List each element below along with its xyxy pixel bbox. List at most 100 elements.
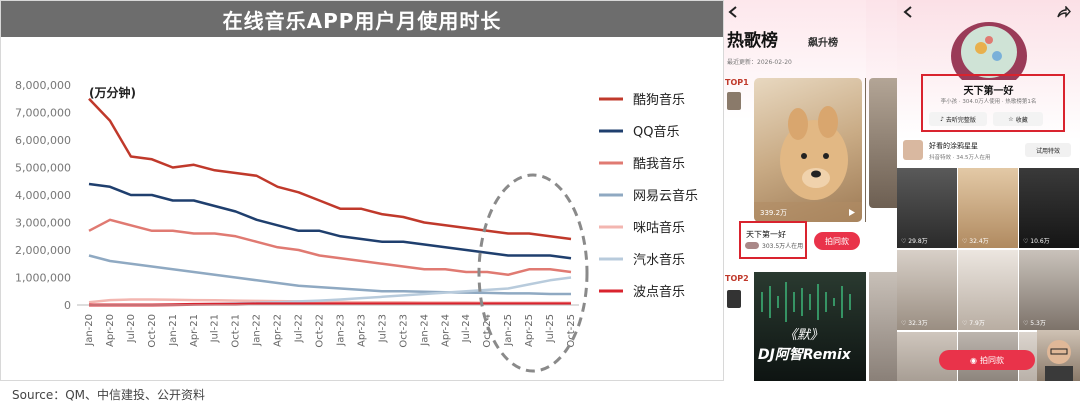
chart-title: 在线音乐APP用户月使用时长: [1, 1, 723, 37]
side-strip: 38.4: [866, 0, 897, 381]
try-effect-button[interactable]: 试用特效: [1025, 143, 1071, 157]
top1-badge: TOP1: [725, 78, 749, 87]
y-tick-label: 7,000,000: [15, 107, 71, 120]
song-title[interactable]: 天下第一好: [746, 230, 786, 239]
x-tick-label: Apr-22: [273, 314, 284, 347]
music-note-icon: ♪: [940, 115, 944, 123]
side-video-card[interactable]: [869, 78, 897, 208]
video-tile[interactable]: ♡ 5.3万: [1019, 250, 1079, 330]
share-icon[interactable]: [1057, 6, 1071, 18]
x-tick-label: Apr-25: [524, 314, 535, 347]
cover-title: 《默》: [784, 328, 824, 343]
x-tick-label: Oct-22: [315, 314, 326, 348]
video-tile[interactable]: ♡ 7.9万: [958, 250, 1018, 330]
top2-badge: TOP2: [725, 274, 749, 283]
x-tick-label: Jan-21: [168, 314, 179, 347]
x-tick-label: Jan-22: [252, 314, 263, 347]
x-tick-label: Oct-24: [482, 314, 493, 348]
tile-likes: ♡ 7.9万: [962, 320, 985, 327]
y-tick-label: 0: [64, 299, 71, 312]
x-tick-label: Jul-23: [377, 314, 388, 343]
series-line-1: [88, 97, 572, 241]
user-avatars: [745, 242, 759, 249]
update-date: 最近更新：2026-02-20: [727, 59, 792, 66]
presenter-video[interactable]: [1037, 330, 1080, 381]
legend-label: 波点音乐: [633, 284, 685, 300]
legend-label: 酷狗音乐: [633, 92, 685, 108]
legend-label: 网易云音乐: [633, 188, 698, 204]
camera-icon: ◉: [970, 355, 977, 365]
video-tile[interactable]: ♡ 32.3万: [897, 250, 957, 330]
side-video-card-2[interactable]: [869, 272, 897, 381]
song-meta: 李小孩 · 304.0万人使用 · 热歌榜第1名: [940, 99, 1037, 105]
effect-meta: 抖音特效 · 34.5万人在用: [929, 155, 991, 161]
video-tile[interactable]: ♡ 10.6万: [1019, 168, 1079, 248]
collect-button[interactable]: ☆ 收藏: [993, 112, 1043, 126]
x-tick-label: Oct-20: [147, 314, 158, 348]
y-tick-label: 5,000,000: [15, 162, 71, 175]
shoot-same-button[interactable]: ◉ 拍同款: [939, 350, 1035, 370]
unit-label: (万分钟): [89, 85, 136, 100]
x-tick-label: Jan-25: [503, 314, 514, 347]
cover-subtitle: DJ阿智Remix: [758, 347, 851, 363]
effect-thumbnail[interactable]: [903, 140, 923, 160]
effect-title[interactable]: 好看的涂鸦星星: [929, 142, 978, 150]
side-likes: 38.4: [872, 210, 888, 218]
chevron-left-icon[interactable]: [728, 6, 738, 18]
presenter-face: [1045, 340, 1073, 381]
x-tick-label: Apr-24: [440, 314, 451, 347]
chevron-left-icon[interactable]: [903, 6, 913, 18]
phone-song-page: 天下第一好 李小孩 · 304.0万人使用 · 热歌榜第1名 ♪ 去听完整版 ☆ 收…: [897, 0, 1080, 381]
x-tick-label: Jan-20: [84, 314, 95, 347]
x-tick-label: Jul-21: [210, 314, 221, 343]
x-tick-label: Oct-25: [566, 314, 577, 348]
full-song-label: 去听完整版: [945, 116, 976, 124]
full-song-button[interactable]: ♪ 去听完整版: [929, 112, 987, 126]
song-title: 天下第一好: [963, 86, 1014, 97]
top1-video-card[interactable]: 339.2万: [754, 78, 862, 222]
tile-likes: ♡ 5.3万: [1023, 320, 1046, 327]
legend-label: 酷我音乐: [633, 156, 685, 172]
album-cover[interactable]: [949, 16, 1029, 80]
series-line-4: [88, 254, 571, 296]
top2-video-card[interactable]: 《默》 DJ阿智Remix: [754, 272, 866, 381]
top1-thumbnail[interactable]: [727, 92, 741, 110]
phone-hot-chart: 热歌榜 飙升榜 最近更新：2026-02-20 TOP1 339.2万 天下第一…: [724, 0, 866, 381]
shoot-same-button[interactable]: 拍同款: [814, 232, 860, 250]
y-tick-label: 6,000,000: [15, 134, 71, 147]
y-tick-label: 1,000,000: [15, 272, 71, 285]
tile-likes: ♡ 32.4万: [962, 238, 989, 245]
rising-chart-tab[interactable]: 飙升榜: [808, 38, 838, 49]
tile-likes: ♡ 32.3万: [901, 320, 928, 327]
x-tick-label: Jul-24: [461, 314, 472, 343]
collect-label: 收藏: [1015, 116, 1028, 124]
x-tick-label: Oct-21: [231, 314, 242, 348]
highlight-ellipse: [477, 173, 589, 373]
x-tick-label: Jan-24: [419, 314, 430, 347]
song-highlight-box: [739, 221, 807, 259]
legend-label: 汽水音乐: [633, 252, 685, 268]
hot-chart-title[interactable]: 热歌榜: [727, 31, 778, 51]
next-video-card[interactable]: [865, 78, 866, 222]
tile-likes: ♡ 10.6万: [1023, 238, 1050, 245]
y-tick-label: 2,000,000: [15, 244, 71, 257]
legend-label: 咪咕音乐: [633, 220, 685, 236]
series-line-3: [88, 218, 572, 277]
x-tick-label: Apr-20: [105, 314, 116, 347]
tile-likes: ♡ 29.8万: [901, 238, 928, 245]
x-tick-label: Jul-22: [294, 314, 305, 343]
song-info-highlight-box: [921, 74, 1065, 132]
source-note: Source：QM、中信建投、公开资料: [12, 388, 206, 402]
x-tick-label: Apr-21: [189, 314, 200, 347]
video-tile[interactable]: ♡ 29.8万: [897, 168, 957, 248]
video-tile[interactable]: ♡ 32.4万: [958, 168, 1018, 248]
audio-waveform: [761, 282, 851, 322]
likes-count: 339.2万: [760, 209, 788, 217]
y-tick-label: 3,000,000: [15, 217, 71, 230]
x-tick-label: Apr-23: [356, 314, 367, 347]
y-tick-label: 4,000,000: [15, 189, 71, 202]
series-line-2: [88, 182, 572, 260]
top2-thumbnail[interactable]: [727, 290, 741, 308]
chart-panel: 在线音乐APP用户月使用时长 0 1,000,000 2,000,000 3,000,…: [0, 0, 724, 381]
